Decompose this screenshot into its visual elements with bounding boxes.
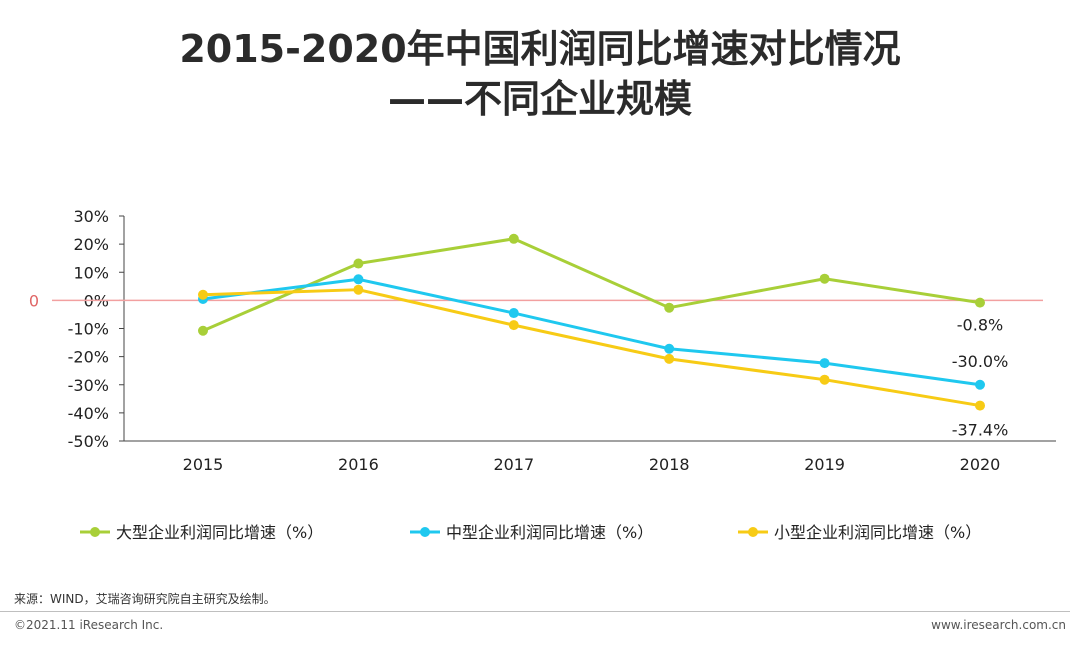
data-point	[198, 289, 208, 300]
x-axis-ticks: 2015 2016 2017 2018 2019 2020	[183, 455, 1001, 474]
zero-reference-label: 0	[29, 291, 39, 310]
legend: 大型企业利润同比增速（%） 中型企业利润同比增速（%） 小型企业利润同比增速（%）	[80, 523, 981, 542]
y-tick-label: 20%	[73, 235, 109, 254]
y-tick-label: 10%	[73, 263, 109, 282]
data-point	[664, 353, 675, 364]
data-point	[353, 274, 364, 285]
chart-axes	[123, 216, 1056, 442]
y-tick-label: -30%	[68, 376, 109, 395]
chart-title-line1: 2015-2020年中国利润同比增速对比情况	[179, 27, 901, 71]
legend-label: 小型企业利润同比增速（%）	[774, 523, 981, 542]
data-point	[819, 358, 830, 369]
series-lines	[201, 237, 982, 408]
x-tick-label: 2019	[804, 455, 845, 474]
series-line-2	[201, 288, 982, 408]
data-point	[975, 379, 985, 390]
copyright: ©2021.11 iResearch Inc.	[14, 618, 164, 632]
data-point	[975, 400, 985, 411]
x-tick-label: 2020	[960, 455, 1001, 474]
legend-swatch-marker	[90, 527, 100, 537]
x-tick-label: 2015	[183, 455, 224, 474]
data-point	[508, 308, 519, 319]
data-point	[353, 284, 364, 295]
data-point	[353, 258, 364, 269]
data-point	[508, 233, 519, 244]
y-tick-label: -40%	[68, 404, 109, 423]
series-points	[198, 233, 985, 411]
legend-label: 中型企业利润同比增速（%）	[446, 523, 653, 542]
line-chart: 30%20%10%0%-10%-20%-30%-40%-50% 2015 2016…	[29, 207, 1056, 542]
chart-title-line2: ——不同企业规模	[387, 77, 692, 121]
data-point	[664, 302, 675, 313]
data-labels: -0.8% -30.0% -37.4%	[952, 316, 1009, 440]
legend-swatch-marker	[420, 527, 430, 537]
data-point	[819, 273, 830, 284]
y-tick-label: -10%	[68, 320, 109, 339]
data-point	[508, 320, 519, 331]
series-line-1	[201, 277, 982, 387]
data-point	[975, 297, 985, 308]
y-tick-label: -50%	[68, 432, 109, 451]
zero-reference: 0	[29, 291, 1043, 310]
footer-divider	[0, 611, 1070, 612]
legend-swatch-marker	[748, 527, 758, 537]
data-label: -37.4%	[952, 421, 1009, 440]
x-tick-label: 2017	[493, 455, 534, 474]
y-tick-label: 30%	[73, 207, 109, 226]
data-label: -30.0%	[952, 352, 1009, 371]
y-tick-label: -20%	[68, 348, 109, 367]
legend-label: 大型企业利润同比增速（%）	[116, 523, 323, 542]
series-line-0	[201, 237, 982, 333]
website-link[interactable]: www.iresearch.com.cn	[931, 618, 1066, 632]
data-point	[664, 343, 675, 354]
data-point	[198, 325, 208, 336]
x-tick-label: 2016	[338, 455, 379, 474]
source-note: 来源：WIND，艾瑞咨询研究院自主研究及绘制。	[14, 592, 276, 606]
data-label: -0.8%	[957, 316, 1003, 335]
x-tick-label: 2018	[649, 455, 690, 474]
data-point	[819, 374, 830, 385]
y-axis-ticks: 30%20%10%0%-10%-20%-30%-40%-50%	[68, 207, 124, 451]
